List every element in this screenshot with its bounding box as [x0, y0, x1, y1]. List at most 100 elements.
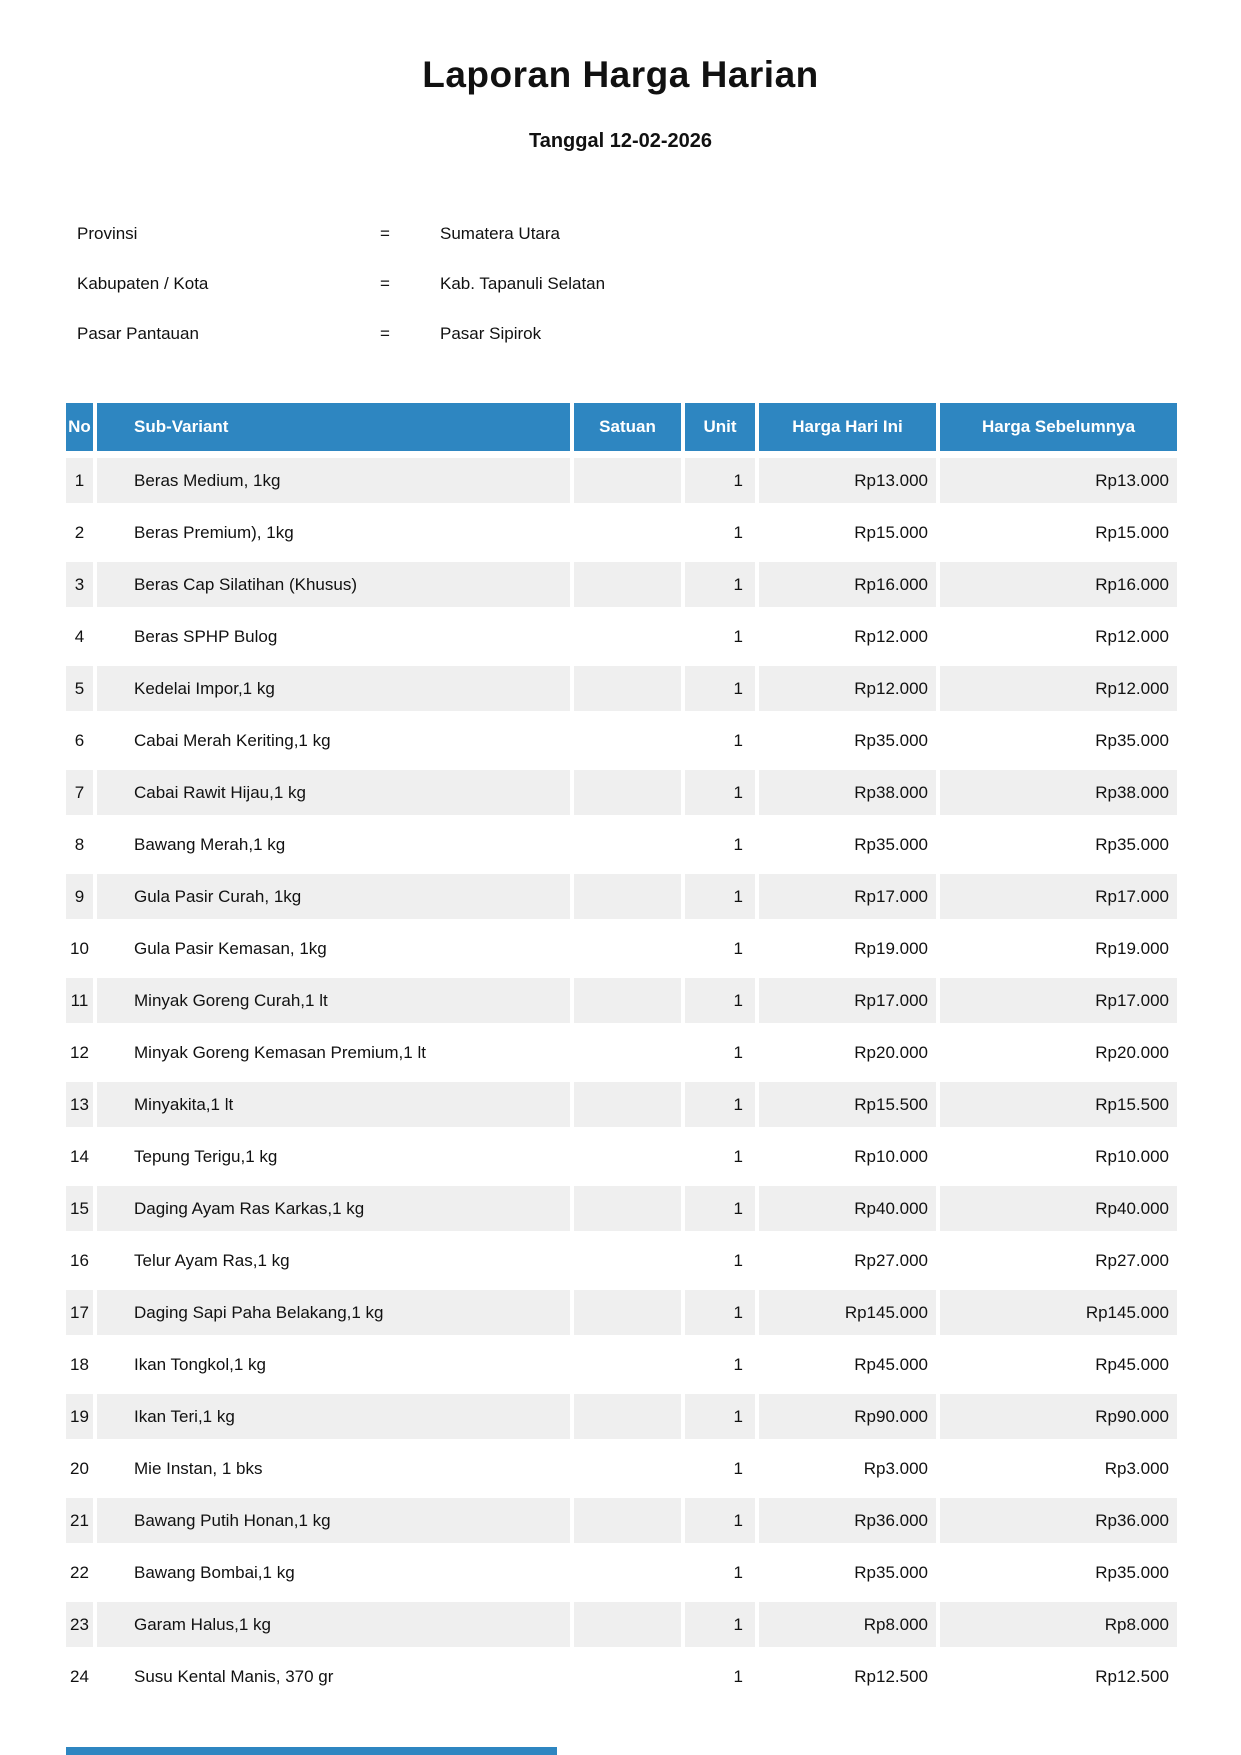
table-row: 16 Telur Ayam Ras,1 kg 1 Rp27.000 Rp27.000	[66, 1238, 1177, 1283]
cell-harga-hari-ini: Rp145.000	[759, 1290, 936, 1335]
cell-satuan	[574, 1290, 681, 1335]
cell-satuan	[574, 1186, 681, 1231]
cell-no: 7	[66, 770, 93, 815]
cell-no: 1	[66, 458, 93, 503]
cell-satuan	[574, 562, 681, 607]
cell-no: 16	[70, 1251, 89, 1270]
cell-no: 18	[70, 1355, 89, 1374]
cell-satuan	[574, 1030, 681, 1075]
cell-sub-variant: Gula Pasir Curah, 1kg	[97, 874, 570, 919]
cell-satuan	[574, 458, 681, 503]
cell-harga-hari-ini: Rp12.000	[854, 627, 928, 646]
cell-satuan	[574, 1134, 681, 1179]
table-row: 21 Bawang Putih Honan,1 kg 1 Rp36.000 Rp36.0…	[66, 1498, 1177, 1543]
cell-harga-sebelumnya: Rp8.000	[940, 1602, 1177, 1647]
table-row: 14 Tepung Terigu,1 kg 1 Rp10.000 Rp10.000	[66, 1134, 1177, 1179]
cell-unit: 1	[733, 1147, 743, 1166]
cell-unit: 1	[685, 1186, 755, 1231]
cell-harga-sebelumnya: Rp90.000	[940, 1394, 1177, 1439]
cell-satuan	[574, 1394, 681, 1439]
cell-unit: 1	[685, 1394, 755, 1439]
cell-harga-hari-ini: Rp20.000	[854, 1043, 928, 1062]
table-row: 23 Garam Halus,1 kg 1 Rp8.000 Rp8.000	[66, 1602, 1177, 1647]
column-header-harga-sebelumnya: Harga Sebelumnya	[940, 403, 1177, 451]
cell-harga-hari-ini: Rp17.000	[759, 978, 936, 1023]
cell-no: 9	[66, 874, 93, 919]
table-row: 24 Susu Kental Manis, 370 gr 1 Rp12.500 Rp12…	[66, 1654, 1177, 1699]
cell-unit: 1	[733, 1251, 743, 1270]
cell-no: 24	[70, 1667, 89, 1686]
table-row: 17 Daging Sapi Paha Belakang,1 kg 1 Rp145.0…	[66, 1290, 1177, 1335]
table-row: 18 Ikan Tongkol,1 kg 1 Rp45.000 Rp45.000	[66, 1342, 1177, 1387]
column-header-sub-variant: Sub-Variant	[97, 403, 570, 451]
cell-unit: 1	[733, 1355, 743, 1374]
table-row: 11 Minyak Goreng Curah,1 lt 1 Rp17.000 Rp17.…	[66, 978, 1177, 1023]
equals-sign: =	[380, 274, 390, 293]
cell-unit: 1	[685, 1498, 755, 1543]
cell-unit: 1	[685, 978, 755, 1023]
cell-satuan	[574, 1498, 681, 1543]
cell-harga-hari-ini: Rp90.000	[759, 1394, 936, 1439]
cell-sub-variant: Mie Instan, 1 bks	[134, 1459, 263, 1478]
cell-sub-variant: Bawang Bombai,1 kg	[134, 1563, 295, 1582]
cell-no: 12	[70, 1043, 89, 1062]
cell-satuan	[574, 874, 681, 919]
cell-harga-sebelumnya: Rp17.000	[940, 978, 1177, 1023]
cell-no: 15	[66, 1186, 93, 1231]
cell-harga-hari-ini: Rp27.000	[854, 1251, 928, 1270]
cell-harga-hari-ini: Rp36.000	[759, 1498, 936, 1543]
cell-harga-hari-ini: Rp12.000	[759, 666, 936, 711]
cell-sub-variant: Garam Halus,1 kg	[97, 1602, 570, 1647]
cell-unit: 1	[733, 1043, 743, 1062]
metadata-block: Provinsi = Sumatera Utara Kabupaten / Ko…	[77, 219, 605, 369]
next-page-table-edge	[66, 1747, 557, 1755]
cell-harga-hari-ini: Rp12.500	[854, 1667, 928, 1686]
cell-sub-variant: Bawang Putih Honan,1 kg	[97, 1498, 570, 1543]
cell-no: 10	[70, 939, 89, 958]
cell-unit: 1	[733, 1563, 743, 1582]
cell-harga-sebelumnya: Rp20.000	[1095, 1043, 1169, 1062]
cell-no: 19	[66, 1394, 93, 1439]
table-row: 6 Cabai Merah Keriting,1 kg 1 Rp35.000 Rp35.…	[66, 718, 1177, 763]
report-title: Laporan Harga Harian	[422, 54, 819, 95]
cell-unit: 1	[733, 523, 743, 542]
cell-sub-variant: Beras Premium), 1kg	[134, 523, 294, 542]
report-date: Tanggal 12-02-2026	[528, 130, 713, 152]
table-row: 10 Gula Pasir Kemasan, 1kg 1 Rp19.000 Rp19.0…	[66, 926, 1177, 971]
cell-no: 2	[74, 523, 85, 542]
cell-harga-sebelumnya: Rp45.000	[1095, 1355, 1169, 1374]
table-row: 12 Minyak Goreng Kemasan Premium,1 lt 1 Rp2…	[66, 1030, 1177, 1075]
cell-sub-variant: Ikan Tongkol,1 kg	[134, 1355, 266, 1374]
cell-harga-sebelumnya: Rp19.000	[1095, 939, 1169, 958]
cell-harga-hari-ini: Rp3.000	[863, 1459, 928, 1478]
metadata-row-pasar: Pasar Pantauan = Pasar Sipirok	[77, 319, 605, 349]
equals-sign: =	[380, 324, 390, 343]
cell-sub-variant: Cabai Merah Keriting,1 kg	[134, 731, 331, 750]
cell-sub-variant: Telur Ayam Ras,1 kg	[134, 1251, 290, 1270]
metadata-label: Pasar Pantauan	[77, 324, 199, 343]
cell-harga-sebelumnya: Rp145.000	[940, 1290, 1177, 1335]
cell-no: 14	[70, 1147, 89, 1166]
cell-no: 8	[74, 835, 85, 854]
cell-harga-hari-ini: Rp16.000	[759, 562, 936, 607]
cell-harga-sebelumnya: Rp36.000	[940, 1498, 1177, 1543]
cell-harga-hari-ini: Rp8.000	[759, 1602, 936, 1647]
cell-no: 22	[70, 1563, 89, 1582]
cell-harga-hari-ini: Rp35.000	[854, 1563, 928, 1582]
cell-harga-hari-ini: Rp35.000	[854, 731, 928, 750]
cell-satuan	[574, 1342, 681, 1387]
cell-harga-sebelumnya: Rp17.000	[940, 874, 1177, 919]
table-row: 19 Ikan Teri,1 kg 1 Rp90.000 Rp90.000	[66, 1394, 1177, 1439]
cell-sub-variant: Minyak Goreng Kemasan Premium,1 lt	[134, 1043, 426, 1062]
column-header-no: No	[66, 403, 93, 451]
metadata-row-provinsi: Provinsi = Sumatera Utara	[77, 219, 605, 249]
cell-unit: 1	[733, 939, 743, 958]
cell-satuan	[574, 1602, 681, 1647]
cell-satuan	[574, 510, 681, 555]
cell-harga-sebelumnya: Rp38.000	[940, 770, 1177, 815]
cell-harga-sebelumnya: Rp15.500	[940, 1082, 1177, 1127]
column-header-unit: Unit	[685, 403, 755, 451]
table-row: 13 Minyakita,1 lt 1 Rp15.500 Rp15.500	[66, 1082, 1177, 1127]
cell-sub-variant: Beras Medium, 1kg	[97, 458, 570, 503]
